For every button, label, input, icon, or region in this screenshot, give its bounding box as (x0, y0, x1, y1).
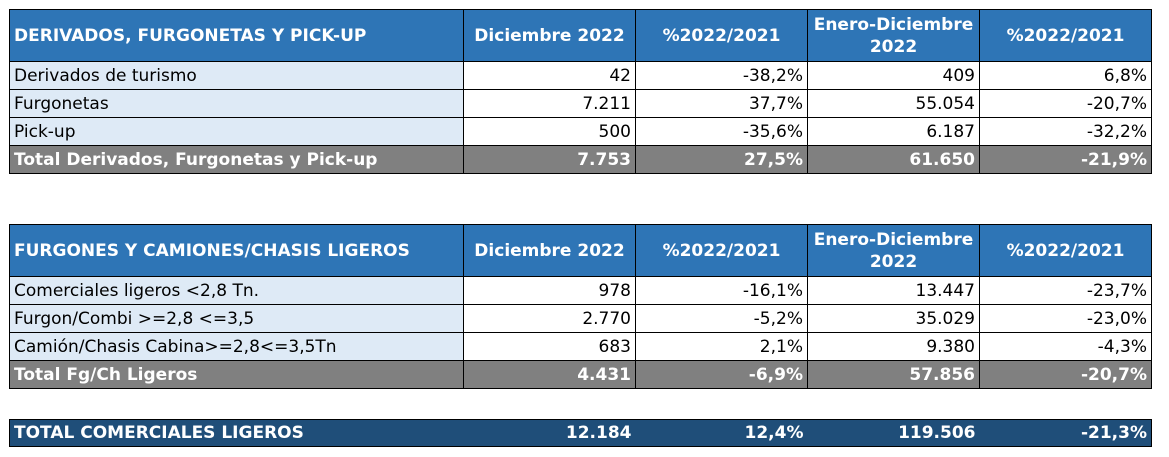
grand-total-value: 12.184 (463, 419, 636, 447)
cell-value: 6,8% (979, 61, 1152, 90)
cell-value: -23,7% (979, 276, 1152, 305)
cell-value: 35.029 (807, 304, 980, 333)
row-label: Camión/Chasis Cabina>=2,8<=3,5Tn (9, 332, 464, 361)
total-label: Total Fg/Ch Ligeros (9, 360, 464, 389)
grand-total-value: -21,3% (979, 419, 1152, 447)
total-row: Total Derivados, Furgonetas y Pick-up 7.… (9, 145, 1152, 174)
total-value: 27,5% (635, 145, 808, 174)
cell-value: 9.380 (807, 332, 980, 361)
table-derivados-furgonetas: DERIVADOS, FURGONETAS Y PICK-UP Diciembr… (9, 9, 1152, 174)
table-title: DERIVADOS, FURGONETAS Y PICK-UP (9, 9, 464, 62)
column-header: Diciembre 2022 (463, 224, 636, 277)
total-value: 61.650 (807, 145, 980, 174)
row-label: Furgon/Combi >=2,8 <=3,5 (9, 304, 464, 333)
grand-total-value: 12,4% (635, 419, 808, 447)
total-value: 57.856 (807, 360, 980, 389)
cell-value: 500 (463, 117, 636, 146)
cell-value: 42 (463, 61, 636, 90)
cell-value: 978 (463, 276, 636, 305)
grand-total-row: TOTAL COMERCIALES LIGEROS 12.184 12,4% 1… (9, 419, 1152, 447)
table-grand-total: TOTAL COMERCIALES LIGEROS 12.184 12,4% 1… (9, 419, 1152, 447)
column-header: %2022/2021 (979, 224, 1152, 277)
total-row: Total Fg/Ch Ligeros 4.431 -6,9% 57.856 -… (9, 360, 1152, 389)
table-row: Camión/Chasis Cabina>=2,8<=3,5Tn 683 2,1… (9, 332, 1152, 361)
cell-value: 683 (463, 332, 636, 361)
cell-value: -38,2% (635, 61, 808, 90)
total-value: -21,9% (979, 145, 1152, 174)
cell-value: -16,1% (635, 276, 808, 305)
cell-value: -20,7% (979, 89, 1152, 118)
cell-value: -5,2% (635, 304, 808, 333)
table-row: Derivados de turismo 42 -38,2% 409 6,8% (9, 61, 1152, 90)
cell-value: -23,0% (979, 304, 1152, 333)
table-row: Furgon/Combi >=2,8 <=3,5 2.770 -5,2% 35.… (9, 304, 1152, 333)
cell-value: 2,1% (635, 332, 808, 361)
row-label: Pick-up (9, 117, 464, 146)
table-header: FURGONES Y CAMIONES/CHASIS LIGEROS Dicie… (9, 224, 1152, 277)
cell-value: -32,2% (979, 117, 1152, 146)
cell-value: -4,3% (979, 332, 1152, 361)
total-value: -6,9% (635, 360, 808, 389)
cell-value: 37,7% (635, 89, 808, 118)
cell-value: 409 (807, 61, 980, 90)
column-header: %2022/2021 (635, 9, 808, 62)
table-row: Pick-up 500 -35,6% 6.187 -32,2% (9, 117, 1152, 146)
table-header: DERIVADOS, FURGONETAS Y PICK-UP Diciembr… (9, 9, 1152, 62)
cell-value: 55.054 (807, 89, 980, 118)
table-furgones-camiones: FURGONES Y CAMIONES/CHASIS LIGEROS Dicie… (9, 224, 1152, 389)
row-label: Derivados de turismo (9, 61, 464, 90)
column-header: Enero-Diciembre 2022 (807, 224, 980, 277)
grand-total-value: 119.506 (807, 419, 980, 447)
column-header: %2022/2021 (979, 9, 1152, 62)
row-label: Furgonetas (9, 89, 464, 118)
column-header: Enero-Diciembre 2022 (807, 9, 980, 62)
total-label: Total Derivados, Furgonetas y Pick-up (9, 145, 464, 174)
table-row: Furgonetas 7.211 37,7% 55.054 -20,7% (9, 89, 1152, 118)
cell-value: -35,6% (635, 117, 808, 146)
total-value: -20,7% (979, 360, 1152, 389)
grand-total-label: TOTAL COMERCIALES LIGEROS (9, 419, 464, 447)
cell-value: 6.187 (807, 117, 980, 146)
column-header: %2022/2021 (635, 224, 808, 277)
column-header: Diciembre 2022 (463, 9, 636, 62)
cell-value: 13.447 (807, 276, 980, 305)
table-title: FURGONES Y CAMIONES/CHASIS LIGEROS (9, 224, 464, 277)
cell-value: 2.770 (463, 304, 636, 333)
cell-value: 7.211 (463, 89, 636, 118)
table-row: Comerciales ligeros <2,8 Tn. 978 -16,1% … (9, 276, 1152, 305)
total-value: 4.431 (463, 360, 636, 389)
row-label: Comerciales ligeros <2,8 Tn. (9, 276, 464, 305)
total-value: 7.753 (463, 145, 636, 174)
